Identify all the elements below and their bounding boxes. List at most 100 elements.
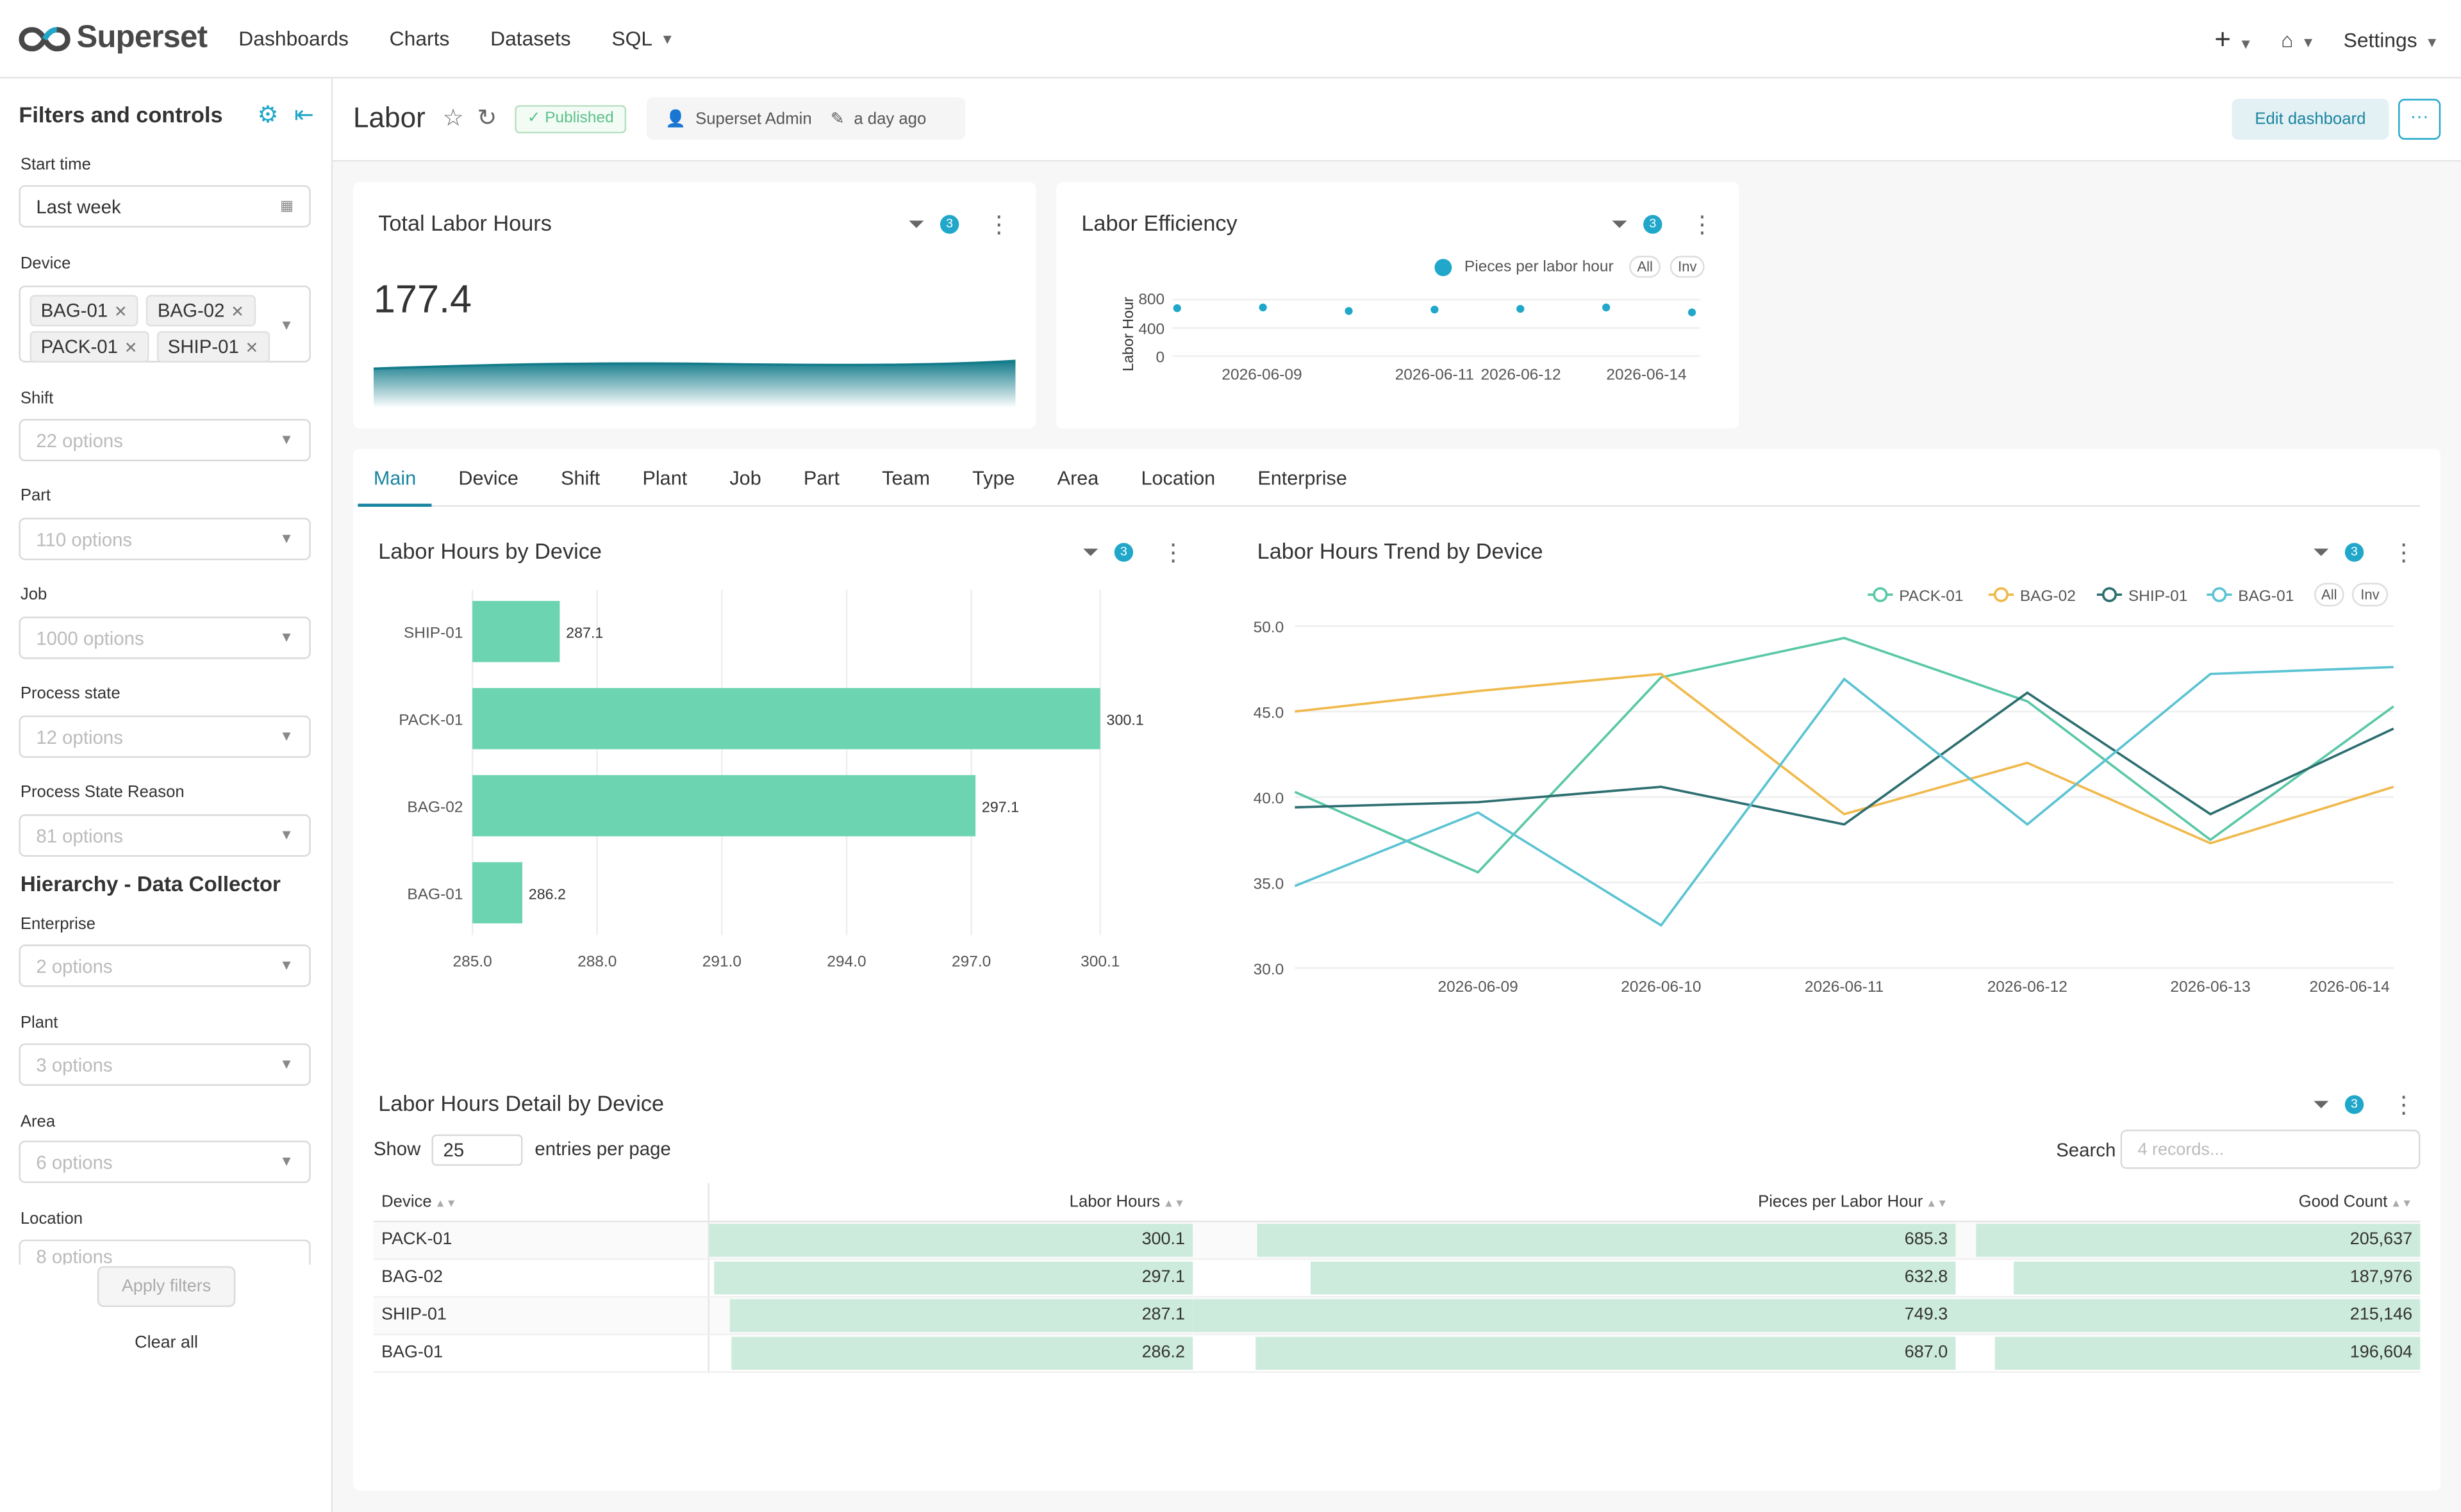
process-state-reason-select[interactable]: 81 options ▼ xyxy=(19,814,311,857)
tab-location[interactable]: Location xyxy=(1141,467,1216,490)
more-options-button[interactable]: ··· xyxy=(2398,99,2441,140)
efficiency-point[interactable] xyxy=(1173,304,1181,313)
efficiency-point[interactable] xyxy=(1602,303,1611,312)
filter-count-badge[interactable]: 3 xyxy=(1114,543,1134,562)
filter-icon[interactable]: ⏷ xyxy=(907,211,925,236)
efficiency-point[interactable] xyxy=(1516,304,1525,313)
legend-inv-button[interactable]: Inv xyxy=(1670,256,1705,278)
filter-count-badge[interactable]: 3 xyxy=(2344,1095,2364,1114)
legend-label[interactable]: Pieces per labor hour xyxy=(1464,258,1614,275)
kebab-menu-icon[interactable]: ⋮ xyxy=(987,211,1011,239)
efficiency-point[interactable] xyxy=(1259,303,1267,312)
filter-icon[interactable]: ⏷ xyxy=(2312,1092,2330,1116)
dashboard-title[interactable]: Labor xyxy=(353,102,426,134)
nav-datasets[interactable]: Datasets xyxy=(490,26,571,51)
legend-label[interactable]: BAG-01 xyxy=(2238,588,2294,605)
tab-team[interactable]: Team xyxy=(882,467,931,490)
tab-job[interactable]: Job xyxy=(729,467,761,490)
close-icon[interactable]: ✕ xyxy=(245,340,259,358)
settings-menu[interactable]: Settings ▼ xyxy=(2344,28,2439,51)
filter-icon[interactable]: ⏷ xyxy=(2312,539,2330,564)
table-row[interactable]: BAG-02 297.1 632.8 187,976 xyxy=(373,1258,2421,1297)
area-select[interactable]: 6 options ▼ xyxy=(19,1140,311,1183)
bar[interactable] xyxy=(472,687,1100,750)
series-line[interactable] xyxy=(1294,636,2394,874)
legend-all-button[interactable]: All xyxy=(1629,256,1661,278)
table-row[interactable]: SHIP-01 287.1 749.3 215,146 xyxy=(373,1295,2421,1335)
efficiency-point[interactable] xyxy=(1430,306,1439,314)
start-time-select[interactable]: Last week ▦ xyxy=(19,185,311,228)
legend-label[interactable]: BAG-02 xyxy=(2020,588,2076,605)
collapse-icon[interactable]: ⇤ xyxy=(294,102,314,129)
bar[interactable] xyxy=(472,600,560,662)
apply-filters-button[interactable]: Apply filters xyxy=(97,1266,236,1308)
column-header-pieces-per-labor-hour[interactable]: Pieces per Labor Hour ▲▼ xyxy=(1193,1183,1956,1222)
legend-dot[interactable] xyxy=(1434,258,1452,275)
table-row[interactable]: BAG-01 286.2 687.0 196,604 xyxy=(373,1333,2421,1372)
job-select[interactable]: 1000 options ▼ xyxy=(19,616,311,659)
kebab-menu-icon[interactable]: ⋮ xyxy=(1161,539,1185,567)
edit-dashboard-button[interactable]: Edit dashboard xyxy=(2232,99,2389,140)
efficiency-point[interactable] xyxy=(1687,308,1696,316)
column-header-device[interactable]: Device ▲▼ xyxy=(373,1183,709,1222)
location-select[interactable]: 8 options xyxy=(19,1239,311,1265)
filter-count-badge[interactable]: 3 xyxy=(2344,543,2364,562)
enterprise-select[interactable]: 2 options ▼ xyxy=(19,944,311,987)
tab-part[interactable]: Part xyxy=(803,467,840,490)
filter-count-badge[interactable]: 3 xyxy=(1643,215,1662,234)
series-line[interactable] xyxy=(1295,672,2394,845)
process-state-select[interactable]: 12 options ▼ xyxy=(19,715,311,758)
tab-device[interactable]: Device xyxy=(458,467,518,490)
new-menu[interactable]: + ▼ xyxy=(2214,23,2253,56)
table-row[interactable]: PACK-01 300.1 685.3 205,637 xyxy=(373,1220,2421,1260)
shift-select[interactable]: 22 options ▼ xyxy=(19,418,311,462)
close-icon[interactable]: ✕ xyxy=(124,340,138,358)
legend-inv-button-bg[interactable] xyxy=(2351,582,2389,607)
close-icon[interactable]: ✕ xyxy=(231,304,244,322)
legend-marker[interactable] xyxy=(1993,587,2009,602)
legend-inv-button[interactable]: Inv xyxy=(2360,587,2379,603)
nav-sql[interactable]: SQL ▼ xyxy=(611,27,674,51)
filter-count-badge[interactable]: 3 xyxy=(940,215,959,234)
series-line[interactable] xyxy=(1294,666,2394,927)
kebab-menu-icon[interactable]: ⋮ xyxy=(2392,1092,2416,1119)
tab-main[interactable]: Main xyxy=(358,448,432,507)
theme-menu[interactable]: ⌂ ▼ xyxy=(2281,28,2315,51)
tab-enterprise[interactable]: Enterprise xyxy=(1257,467,1347,490)
star-icon[interactable]: ☆ xyxy=(442,105,464,132)
tab-type[interactable]: Type xyxy=(972,467,1015,490)
part-select[interactable]: 110 options ▼ xyxy=(19,518,311,561)
plant-select[interactable]: 3 options ▼ xyxy=(19,1043,311,1086)
legend-label[interactable]: SHIP-01 xyxy=(2128,588,2187,605)
efficiency-point[interactable] xyxy=(1345,307,1353,315)
legend-all-button-bg[interactable] xyxy=(2314,582,2344,607)
legend-marker[interactable] xyxy=(2101,587,2117,602)
column-header-good-count[interactable]: Good Count ▲▼ xyxy=(1955,1183,2421,1222)
filter-icon[interactable]: ⏷ xyxy=(1611,211,1628,236)
tab-area[interactable]: Area xyxy=(1057,467,1099,490)
close-icon[interactable]: ✕ xyxy=(114,304,128,322)
column-header-labor-hours[interactable]: Labor Hours ▲▼ xyxy=(708,1183,1193,1222)
filter-icon[interactable]: ⏷ xyxy=(1082,539,1099,564)
bar[interactable] xyxy=(472,862,522,924)
series-line[interactable] xyxy=(1295,691,2394,826)
legend-marker[interactable] xyxy=(2212,587,2227,602)
refresh-icon[interactable]: ↻ xyxy=(477,105,497,132)
legend-label[interactable]: PACK-01 xyxy=(1899,588,1963,605)
superset-logo[interactable]: Superset xyxy=(19,21,208,56)
published-badge[interactable]: ✓ Published xyxy=(515,105,627,134)
device-select[interactable]: BAG-01 ✕ BAG-02 ✕ PACK-01 ✕ SHIP-01 ✕ ▼ xyxy=(19,285,311,363)
legend-all-button[interactable]: All xyxy=(2321,587,2337,603)
nav-charts[interactable]: Charts xyxy=(389,26,450,51)
legend-marker[interactable] xyxy=(1873,587,1888,602)
tab-plant[interactable]: Plant xyxy=(642,467,688,490)
kebab-menu-icon[interactable]: ⋮ xyxy=(1690,211,1714,239)
search-input[interactable]: 4 records... xyxy=(2120,1130,2421,1169)
gear-icon[interactable]: ⚙ xyxy=(257,102,279,129)
clear-all-button[interactable]: Clear all xyxy=(135,1333,198,1353)
kebab-menu-icon[interactable]: ⋮ xyxy=(2392,539,2416,567)
nav-dashboards[interactable]: Dashboards xyxy=(238,26,349,51)
tab-shift[interactable]: Shift xyxy=(561,467,601,490)
page-size-input[interactable]: 25 xyxy=(432,1134,524,1166)
bar[interactable] xyxy=(472,775,976,837)
